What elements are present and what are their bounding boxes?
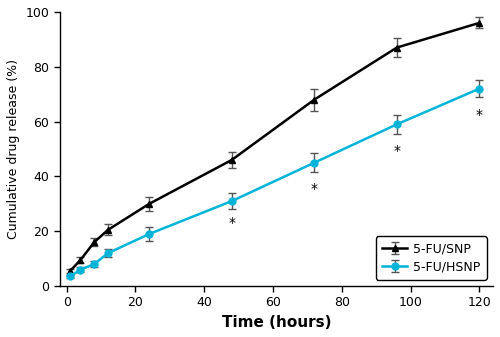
Text: *: * xyxy=(476,108,483,122)
Text: *: * xyxy=(310,182,318,196)
Text: *: * xyxy=(394,144,400,157)
Legend: 5-FU/SNP, 5-FU/HSNP: 5-FU/SNP, 5-FU/HSNP xyxy=(376,236,487,280)
Y-axis label: Cumulative drug release (%): Cumulative drug release (%) xyxy=(7,59,20,239)
Text: *: * xyxy=(228,216,235,230)
X-axis label: Time (hours): Time (hours) xyxy=(222,315,331,330)
